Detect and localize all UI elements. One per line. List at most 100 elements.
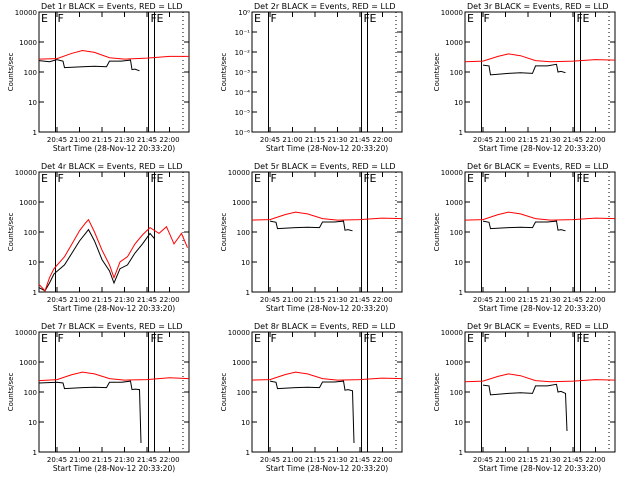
event-marker-label: E	[254, 172, 261, 185]
panel-det-2: Det 2r BLACK = Events, RED = LLD 10⁻⁶ 10⁻⁵…	[220, 2, 403, 153]
x-tick-label: 21:15	[518, 136, 538, 144]
x-tick-label: 21:00	[495, 296, 515, 304]
plot-frame	[38, 331, 190, 453]
x-tick-label: 21:15	[92, 136, 112, 144]
x-tick-label: 21:00	[69, 296, 89, 304]
x-tick-label: 21:45	[137, 456, 157, 464]
event-marker-label: E	[370, 172, 377, 185]
x-axis-label: Start Time (28-Nov-12 20:33:20)	[266, 144, 388, 153]
x-tick-label: 21:00	[495, 456, 515, 464]
plot-frame	[251, 11, 403, 133]
y-tick-label: 10⁻⁵	[235, 109, 251, 117]
series-events-line	[482, 383, 568, 432]
event-marker-label: F	[577, 12, 583, 25]
y-tick-label: 10000	[15, 9, 37, 17]
x-tick-label: 21:00	[282, 296, 302, 304]
plot-frame	[38, 171, 190, 293]
x-tick-label: 22:00	[372, 296, 392, 304]
x-tick-label: 21:45	[137, 296, 157, 304]
y-tick-label: 100	[450, 229, 463, 237]
y-axis-label: Counts/sec	[433, 373, 441, 412]
x-tick-label: 20:45	[260, 136, 280, 144]
x-tick-label: 21:45	[563, 136, 583, 144]
series-lld-line	[251, 371, 403, 381]
y-tick-label: 10000	[15, 169, 37, 177]
y-tick-label: 10	[28, 419, 37, 427]
panel-title: Det 9r BLACK = Events, RED = LLD	[467, 322, 609, 331]
event-marker-label: E	[254, 12, 261, 25]
y-tick-label: 100	[237, 229, 250, 237]
y-tick-label: 10000	[441, 9, 463, 17]
x-tick-label: 22:00	[372, 456, 392, 464]
y-tick-label: 100	[237, 389, 250, 397]
y-axis-label: Counts/sec	[433, 213, 441, 252]
x-tick-label: 22:00	[585, 456, 605, 464]
series-events-line	[482, 63, 566, 76]
y-tick-label: 10⁻⁴	[235, 89, 251, 97]
y-axis-label: Counts/sec	[220, 213, 228, 252]
y-axis-label: Counts/sec	[433, 53, 441, 92]
event-marker-label: E	[370, 12, 377, 25]
event-marker-label: F	[151, 12, 157, 25]
event-marker-label: F	[151, 332, 157, 345]
x-tick-label: 21:30	[327, 456, 347, 464]
y-tick-label: 10	[28, 259, 37, 267]
x-tick-label: 20:45	[473, 456, 493, 464]
y-tick-label: 1	[33, 289, 37, 297]
y-axis-label: Counts/sec	[220, 53, 228, 92]
event-marker-label: F	[271, 172, 277, 185]
event-marker-label: F	[577, 332, 583, 345]
y-tick-label: 1	[459, 129, 463, 137]
x-tick-label: 22:00	[159, 136, 179, 144]
y-tick-label: 100	[450, 69, 463, 77]
x-tick-label: 20:45	[47, 136, 67, 144]
y-tick-label: 10	[454, 99, 463, 107]
event-marker-label: E	[41, 332, 48, 345]
y-tick-label: 10⁰	[238, 9, 250, 17]
event-marker-label: E	[467, 332, 474, 345]
event-marker-label: F	[58, 12, 64, 25]
x-tick-label: 20:45	[473, 296, 493, 304]
y-tick-label: 100	[450, 389, 463, 397]
x-tick-label: 21:15	[92, 456, 112, 464]
panel-title: Det 5r BLACK = Events, RED = LLD	[254, 162, 396, 171]
y-axis-label: Counts/sec	[220, 373, 228, 412]
event-marker-label: E	[583, 172, 590, 185]
series-events-line	[269, 380, 355, 444]
event-marker-label: F	[484, 12, 490, 25]
x-tick-label: 21:30	[114, 456, 134, 464]
event-marker-label: F	[58, 332, 64, 345]
x-axis-label: Start Time (28-Nov-12 20:33:20)	[53, 144, 175, 153]
x-tick-label: 21:15	[305, 296, 325, 304]
x-tick-label: 22:00	[159, 296, 179, 304]
x-axis-label: Start Time (28-Nov-12 20:33:20)	[53, 464, 175, 473]
x-axis-label: Start Time (28-Nov-12 20:33:20)	[266, 464, 388, 473]
x-tick-label: 22:00	[585, 296, 605, 304]
x-tick-label: 20:45	[47, 296, 67, 304]
event-marker-label: F	[364, 172, 370, 185]
panel-title: Det 1r BLACK = Events, RED = LLD	[41, 2, 183, 11]
y-tick-label: 1000	[232, 199, 250, 207]
y-tick-label: 10	[241, 259, 250, 267]
event-marker-label: F	[577, 172, 583, 185]
event-marker-label: E	[157, 12, 164, 25]
x-tick-label: 21:15	[518, 456, 538, 464]
y-tick-label: 1	[246, 449, 250, 457]
x-axis-label: Start Time (28-Nov-12 20:33:20)	[479, 144, 601, 153]
x-tick-label: 20:45	[260, 456, 280, 464]
event-marker-label: F	[271, 332, 277, 345]
y-tick-label: 1000	[445, 39, 463, 47]
series-events-line	[38, 59, 140, 72]
x-tick-label: 21:00	[69, 456, 89, 464]
panel-det-4: Det 4r BLACK = Events, RED = LLD 1 10 100 10…	[7, 162, 190, 313]
x-tick-label: 21:15	[518, 296, 538, 304]
panel-title: Det 4r BLACK = Events, RED = LLD	[41, 162, 183, 171]
event-marker-label: E	[583, 332, 590, 345]
x-tick-label: 21:45	[350, 456, 370, 464]
series-events-line	[38, 380, 142, 444]
y-tick-label: 10⁻²	[235, 49, 251, 57]
y-tick-label: 1000	[19, 199, 37, 207]
panel-det-5: Det 5r BLACK = Events, RED = LLD 1 10 100 10…	[220, 162, 403, 313]
x-tick-label: 21:00	[495, 136, 515, 144]
